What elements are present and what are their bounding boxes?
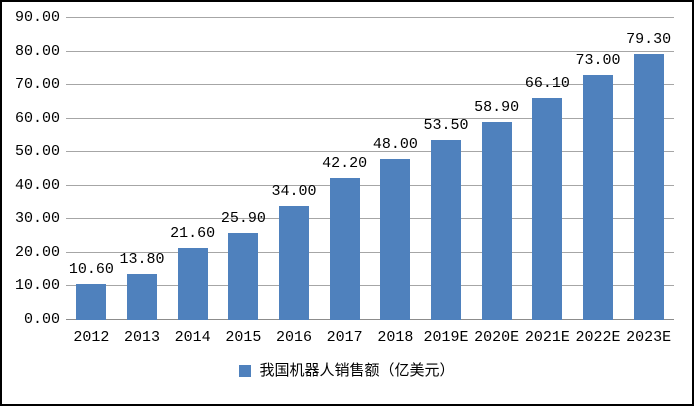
x-tick-label: 2021E xyxy=(524,329,570,346)
bar-2012 xyxy=(76,284,107,320)
y-tick-label: 40.00 xyxy=(14,176,60,194)
x-tick-label: 2013 xyxy=(123,329,160,346)
x-axis-line xyxy=(66,319,674,320)
bar-value-label: 58.90 xyxy=(474,99,520,117)
bar-2014 xyxy=(177,247,208,320)
bar-value-label: 34.00 xyxy=(271,182,317,200)
x-tick-label: 2015 xyxy=(225,329,262,346)
x-tick-label: 2019E xyxy=(423,329,469,346)
gridline xyxy=(66,184,674,186)
gridline xyxy=(66,117,674,119)
gridline xyxy=(66,84,674,86)
y-tick-label: 60.00 xyxy=(14,109,60,127)
bar-value-label: 66.10 xyxy=(524,75,570,93)
bar-value-label: 21.60 xyxy=(170,224,216,242)
x-tick-label: 2014 xyxy=(174,329,211,346)
x-tick-label: 2016 xyxy=(275,329,312,346)
bar-value-label: 25.90 xyxy=(220,210,266,228)
bar-2015 xyxy=(228,233,259,320)
y-tick-label: 50.00 xyxy=(14,143,60,161)
legend: 我国机器人销售额（亿美元） xyxy=(2,362,692,380)
gridline xyxy=(66,50,674,52)
gridline xyxy=(66,17,674,18)
bar-value-label: 48.00 xyxy=(372,135,418,153)
bar-value-label: 79.30 xyxy=(626,30,672,48)
bar-value-label: 73.00 xyxy=(575,52,621,70)
x-tick-label: 2017 xyxy=(326,329,363,346)
bar-2013 xyxy=(127,273,157,320)
bar-2018 xyxy=(380,158,411,320)
bar-2019E xyxy=(431,140,461,320)
y-tick-label: 30.00 xyxy=(14,210,60,228)
gridline xyxy=(66,151,674,153)
bar-2021E xyxy=(532,98,563,320)
y-tick-label: 10.00 xyxy=(14,277,60,295)
legend-swatch-icon xyxy=(239,365,252,377)
bar-2020E xyxy=(481,122,512,320)
x-tick-label: 2012 xyxy=(73,329,110,346)
bar-2016 xyxy=(279,205,309,320)
x-tick-label: 2023E xyxy=(626,329,672,346)
y-tick-label: 20.00 xyxy=(14,243,60,261)
x-tick-label: 2022E xyxy=(575,329,621,346)
gridline xyxy=(66,218,674,220)
bar-2023E xyxy=(633,53,664,320)
bar-2017 xyxy=(329,178,360,320)
y-tick-label: 0.00 xyxy=(23,311,60,328)
bar-value-label: 10.60 xyxy=(68,261,114,279)
plot-area: 10.60 13.80 21.60 25.90 34.00 42.20 48.00 53.50… xyxy=(66,17,674,320)
legend-label: 我国机器人销售额（亿美元） xyxy=(259,362,455,379)
bar-2022E xyxy=(583,75,613,320)
x-tick-label: 2018 xyxy=(377,329,414,346)
gridline xyxy=(66,251,674,253)
bar-value-label: 42.20 xyxy=(322,155,368,173)
gridline xyxy=(66,285,674,287)
y-tick-label: 90.00 xyxy=(14,9,60,26)
x-tick-label: 2020E xyxy=(474,329,520,346)
bar-value-label: 53.50 xyxy=(423,117,469,135)
y-tick-label: 80.00 xyxy=(14,42,60,60)
y-tick-label: 70.00 xyxy=(14,76,60,94)
bar-value-label: 13.80 xyxy=(119,250,165,268)
